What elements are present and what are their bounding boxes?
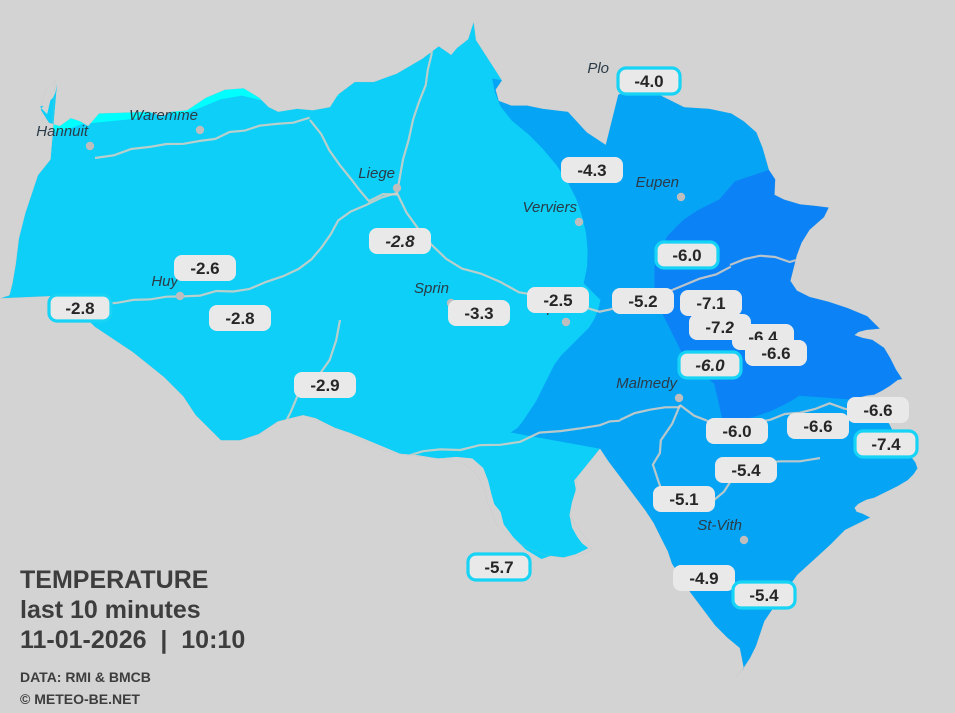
svg-text:-5.2: -5.2 [628,292,657,311]
svg-text:-2.8: -2.8 [225,309,254,328]
svg-text:-2.8: -2.8 [65,299,94,318]
svg-text:-6.0: -6.0 [722,422,751,441]
svg-text:-4.9: -4.9 [689,569,718,588]
svg-text:Liege: Liege [358,165,395,182]
svg-text:St-Vith: St-Vith [697,517,742,534]
svg-text:Sprin: Sprin [414,280,449,297]
svg-text:-7.2: -7.2 [705,318,734,337]
svg-text:-5.4: -5.4 [749,586,779,605]
svg-text:-7.4: -7.4 [871,435,901,454]
svg-text:-5.7: -5.7 [484,558,513,577]
svg-text:-6.0: -6.0 [672,246,701,265]
svg-text:-2.5: -2.5 [543,291,572,310]
svg-text:-6.6: -6.6 [803,417,832,436]
svg-text:-5.1: -5.1 [669,490,698,509]
svg-text:Hannuit: Hannuit [36,123,89,140]
svg-text:Malmedy: Malmedy [616,375,678,392]
svg-text:-2.8: -2.8 [385,232,415,251]
svg-text:-6.0: -6.0 [695,356,725,375]
svg-text:-4.0: -4.0 [634,72,663,91]
svg-text:-4.3: -4.3 [577,161,606,180]
svg-text:-5.4: -5.4 [731,461,761,480]
svg-text:-3.3: -3.3 [464,304,493,323]
svg-text:Waremme: Waremme [129,107,198,124]
svg-text:Verviers: Verviers [523,199,578,216]
svg-text:Eupen: Eupen [636,174,679,191]
svg-text:-6.6: -6.6 [863,401,892,420]
svg-text:-6.6: -6.6 [761,344,790,363]
svg-text:-2.6: -2.6 [190,259,219,278]
svg-text:-2.9: -2.9 [310,376,339,395]
svg-text:-7.1: -7.1 [696,294,725,313]
svg-text:Plo: Plo [587,60,609,77]
